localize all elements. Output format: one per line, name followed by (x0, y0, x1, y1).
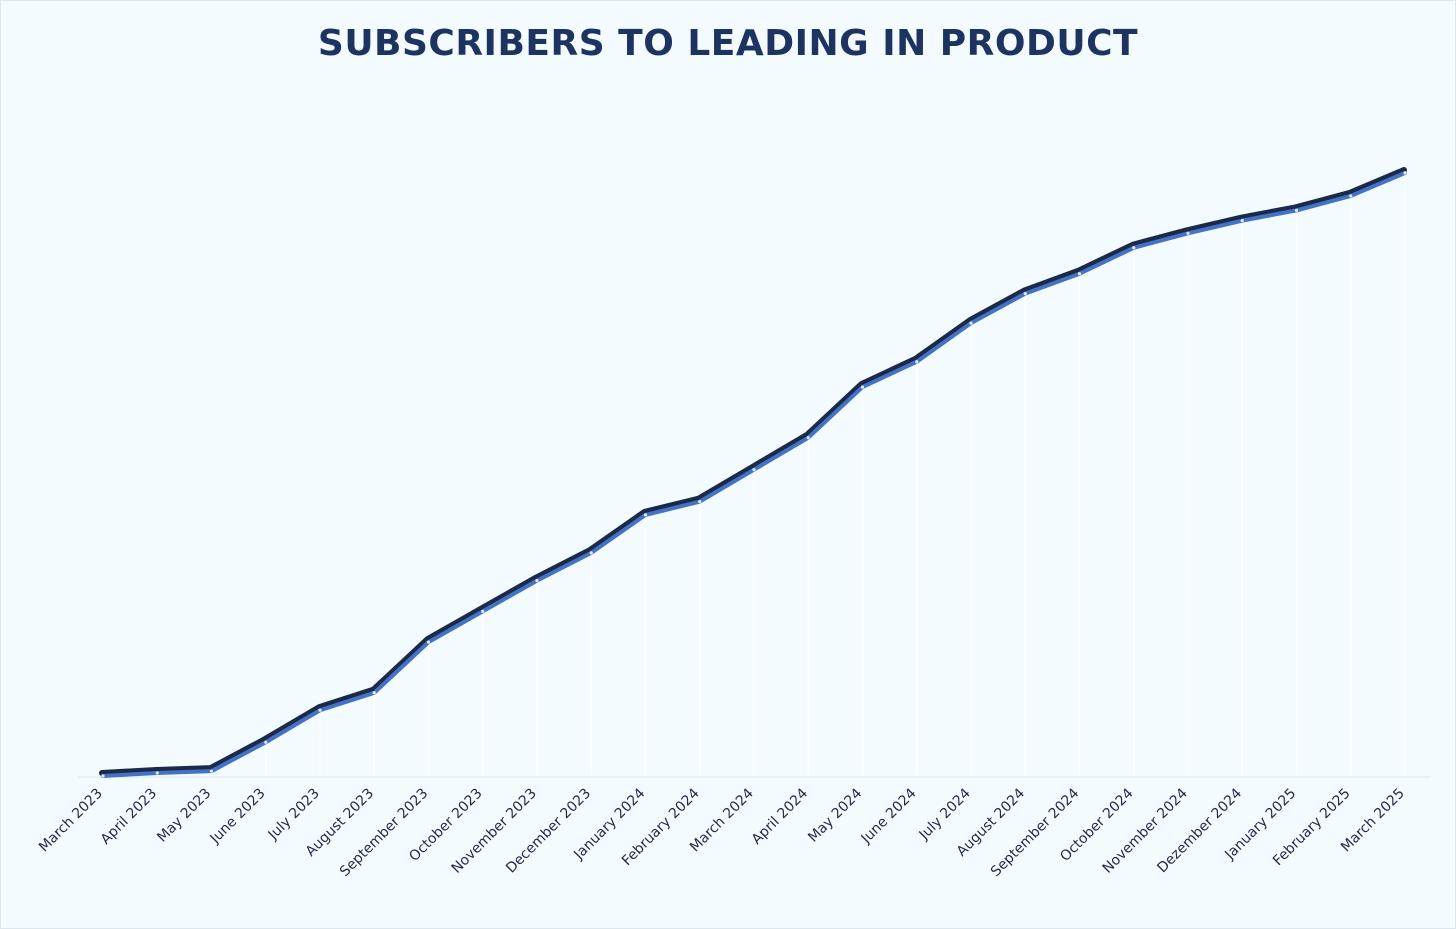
x-tick-label-16: July 2024 (916, 785, 974, 843)
data-point-24 (1403, 171, 1407, 175)
data-point-15 (915, 360, 919, 364)
data-point-17 (1023, 292, 1027, 296)
data-point-13 (806, 436, 810, 440)
data-point-18 (1077, 272, 1082, 276)
x-tick-label-15: June 2024 (858, 785, 920, 847)
data-point-11 (698, 500, 702, 504)
data-point-16 (969, 321, 973, 325)
data-point-19 (1132, 246, 1136, 250)
x-tick-label-14: May 2024 (805, 785, 865, 845)
data-point-5 (372, 691, 376, 695)
x-tick-label-13: April 2024 (749, 785, 811, 847)
data-point-4 (318, 708, 322, 712)
x-tick-label-2: May 2023 (154, 786, 214, 846)
x-tick-label-4: July 2023 (265, 786, 323, 844)
data-point-1 (155, 771, 159, 775)
data-point-3 (264, 740, 268, 744)
x-tick-label-3: June 2023 (207, 786, 269, 848)
series-line-shadow (99, 167, 1407, 776)
data-point-10 (643, 513, 648, 517)
x-tick-label-1: April 2023 (98, 786, 160, 848)
chart-title: SUBSCRIBERS TO LEADING IN PRODUCT (317, 23, 1139, 64)
data-point-0 (101, 774, 105, 778)
data-point-6 (426, 640, 431, 644)
data-point-14 (860, 385, 865, 389)
x-tick-label-0: March 2023 (36, 786, 106, 856)
data-point-7 (481, 609, 485, 613)
data-point-21 (1240, 219, 1244, 223)
data-point-8 (535, 579, 539, 583)
data-point-2 (209, 769, 214, 773)
data-point-22 (1294, 208, 1299, 212)
data-point-23 (1349, 194, 1353, 198)
data-point-20 (1186, 231, 1190, 235)
data-point-12 (752, 468, 756, 472)
data-point-9 (589, 551, 593, 555)
